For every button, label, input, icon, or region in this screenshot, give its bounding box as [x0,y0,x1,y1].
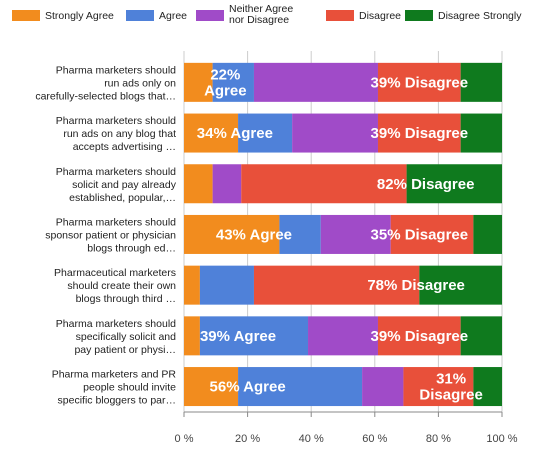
bar-segment-s2-r5 [308,316,378,356]
data-label-3: 39% Disagree [371,125,469,142]
category-label-6: specific bloggers to par… [58,395,176,407]
data-label-0: Agree [204,82,247,99]
bar-segment-s3-r4 [253,265,420,305]
category-label-4: Pharmaceutical marketers [54,267,176,279]
bar-segment-s4-r6 [473,367,502,407]
category-label-2: established, popular,… [69,192,176,204]
bar-segment-s4-r2 [406,164,502,204]
legend-label-2: nor Disagree [229,14,289,26]
x-tick-label-4: 80 % [426,433,451,445]
data-label-10: 56% Agree [210,379,286,396]
category-label-0: carefully-selected blogs that… [35,90,176,102]
bar-segment-s3-r1 [377,113,461,153]
category-label-2: Pharma marketers should [56,166,176,178]
bar-segment-s4-r5 [460,316,502,356]
bar-segment-s3-r5 [377,316,461,356]
bar-segment-s4-r3 [473,214,502,254]
x-axis: 0 % 20 % 40 % 60 % 80 % 100 % [175,411,518,445]
x-tick-label-1: 20 % [235,433,260,445]
category-label-5: specifically solicit and [76,331,177,343]
bar-segment-s2-r1 [292,113,378,153]
legend-label-1: Agree [159,10,187,22]
category-label-0: Pharma marketers should [56,64,176,76]
bar-segment-s1-r6 [238,367,363,407]
bar-segment-s1-r4 [199,265,254,305]
legend-label-3: Disagree [359,10,401,22]
category-label-1: accepts advertising … [73,141,176,153]
bar-segment-s2-r2 [212,164,242,204]
category-label-6: Pharma marketers and PR [52,369,177,381]
bar-segment-s1-r0 [212,62,254,102]
data-label-1: 39% Disagree [371,74,469,91]
bars [184,62,502,407]
x-tick-label-5: 100 % [486,433,517,445]
category-label-6: people should invite [83,382,176,394]
legend-swatch-3 [326,10,354,21]
category-label-4: should create their own [67,280,176,292]
bar-segment-s2-r6 [362,367,404,407]
bar-segment-s0-r0 [184,62,213,102]
legend-swatch-0 [12,10,40,21]
bar-segment-s0-r5 [184,316,200,356]
data-labels: 22%Agree 39% Disagree 34% Agree 39% Disagre… [197,66,483,403]
bar-segment-s0-r1 [184,113,239,153]
x-tick-label-3: 60 % [362,433,387,445]
bar-segment-s0-r4 [184,265,200,305]
data-label-6: 35% Disagree [371,226,469,243]
legend-swatch-2 [196,10,224,21]
bar-segment-s0-r2 [184,164,213,204]
bar-segment-s3-r2 [241,164,407,204]
bar-segment-s3-r0 [377,62,461,102]
category-label-3: Pharma marketers should [56,216,176,228]
data-label-4: 82% Disagree [377,176,475,193]
category-label-5: Pharma marketers should [56,318,176,330]
bar-segment-s4-r1 [460,113,502,153]
data-label-0: 22% [210,66,240,83]
category-label-1: run ads on any blog that [63,128,176,140]
bar-segment-s1-r1 [238,113,293,153]
data-label-9: 39% Disagree [371,328,469,345]
category-label-0: run ads only on [104,77,176,89]
bar-segment-s2-r0 [253,62,378,102]
bar-segment-s1-r3 [279,214,321,254]
data-label-11: Disagree [419,387,482,404]
bar-segment-s3-r3 [390,214,474,254]
legend-label-2: Neither Agree [229,3,293,15]
legend-label-0: Strongly Agree [45,10,114,22]
x-tick-label-0: 0 % [175,433,194,445]
category-label-3: sponsor patient or physician [45,229,176,241]
legend-swatch-1 [126,10,154,21]
bar-segment-s4-r4 [419,265,502,305]
bar-segment-s0-r6 [184,367,239,407]
bar-segment-s3-r6 [403,367,474,407]
legend-swatch-4 [405,10,433,21]
data-label-7: 78% Disagree [367,277,465,294]
category-label-1: Pharma marketers should [56,115,176,127]
bar-segment-s4-r0 [460,62,502,102]
legend-label-4: Disagree Strongly [438,10,522,22]
category-label-2: solicit and pay already [72,179,177,191]
category-label-4: blogs through third … [76,293,176,305]
bar-segment-s1-r5 [199,316,309,356]
category-label-3: blogs through ed… [87,242,176,254]
data-label-5: 43% Agree [216,226,292,243]
bar-segment-s2-r3 [320,214,391,254]
bar-segment-s0-r3 [184,214,280,254]
x-tick-label-2: 40 % [299,433,324,445]
data-label-8: 39% Agree [200,328,276,345]
data-label-2: 34% Agree [197,125,273,142]
category-label-5: pay patient or physi… [74,344,176,356]
data-label-11: 31% [436,371,466,388]
